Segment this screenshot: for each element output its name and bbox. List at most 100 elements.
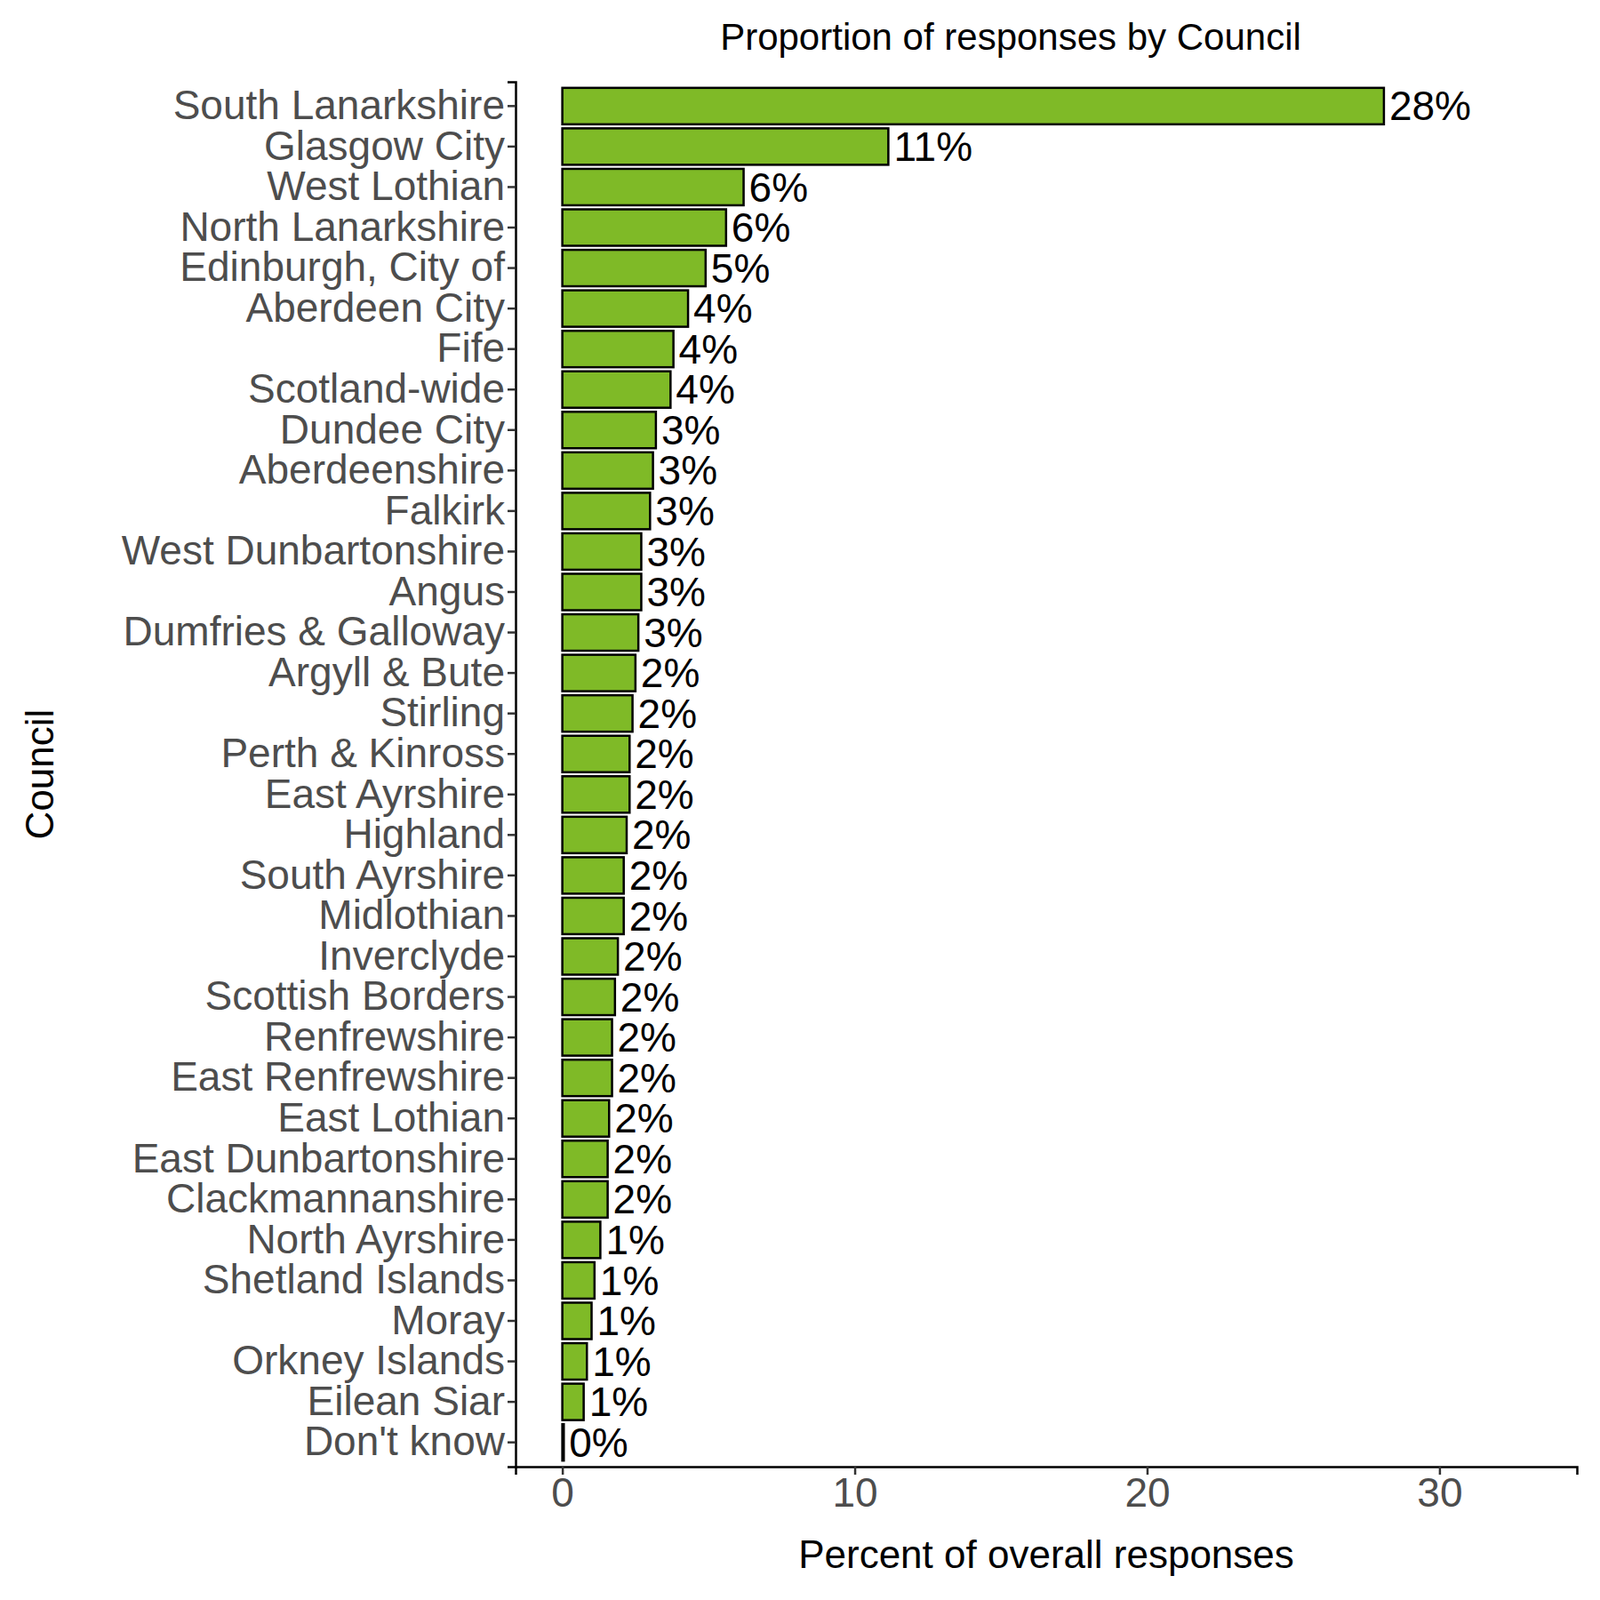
bar <box>562 938 618 976</box>
y-tick-label: North Ayrshire <box>246 1216 505 1263</box>
y-tick: Shetland Islands <box>202 1256 516 1303</box>
data-labels: 28%11%6%6%5%4%4%4%3%3%3%3%3%3%2%2%2%2%2%… <box>568 82 1472 1465</box>
y-tick-label: West Lothian <box>266 162 505 209</box>
bar <box>562 1100 610 1137</box>
y-tick: Fife <box>436 324 516 371</box>
data-label: 2% <box>629 893 688 940</box>
y-tick-label: Fife <box>436 324 505 371</box>
data-label: 2% <box>629 852 688 899</box>
x-tick: 0 <box>551 1466 575 1516</box>
y-tick-mark <box>507 631 516 634</box>
data-label: 3% <box>643 609 703 656</box>
y-tick: Renfrewshire <box>264 1013 516 1060</box>
y-tick: Stirling <box>379 688 516 736</box>
bar <box>562 128 889 165</box>
x-axis-title: Percent of overall responses <box>798 1532 1295 1576</box>
y-tick: Dumfries & Galloway <box>123 608 516 655</box>
y-tick: Dundee City <box>280 405 516 452</box>
y-axis-line <box>507 82 517 1468</box>
y-tick: Edinburgh, City of <box>179 243 516 290</box>
data-label: 2% <box>634 771 694 818</box>
x-tick-label: 10 <box>832 1469 878 1516</box>
bar <box>562 492 651 529</box>
bar <box>562 411 656 448</box>
bar <box>562 695 633 732</box>
x-axis: 0 10 20 30 <box>516 1466 1578 1516</box>
y-tick-mark <box>507 1198 516 1201</box>
y-tick: Eilean Siar <box>307 1377 516 1424</box>
y-tick-mark <box>507 1076 516 1080</box>
y-tick-mark <box>507 712 516 715</box>
bar <box>562 1019 613 1056</box>
data-label: 2% <box>613 1176 672 1223</box>
bar <box>562 897 624 935</box>
x-tick: 30 <box>1416 1466 1463 1516</box>
y-tick-label: Clackmannanshire <box>166 1175 505 1222</box>
y-tick-mark <box>507 672 516 675</box>
y-tick: North Ayrshire <box>246 1216 516 1263</box>
y-tick-mark <box>507 1036 516 1040</box>
y-tick-mark <box>507 995 516 999</box>
y-tick-label: Scotland-wide <box>248 365 505 412</box>
y-tick-mark <box>507 185 516 189</box>
y-tick-mark <box>507 429 516 432</box>
y-tick: Inverclyde <box>318 932 516 979</box>
y-tick-label: East Dunbartonshire <box>132 1134 505 1181</box>
data-label: 1% <box>589 1378 648 1425</box>
x-tick-label: 30 <box>1416 1469 1463 1516</box>
data-label: 2% <box>634 730 694 777</box>
bar <box>562 736 631 773</box>
bar <box>562 1262 595 1299</box>
y-tick-label: Stirling <box>379 688 505 736</box>
x-tick-label: 0 <box>551 1469 575 1516</box>
y-tick-label: East Ayrshire <box>264 769 505 816</box>
y-tick-mark <box>507 1239 516 1242</box>
data-label: 2% <box>613 1136 672 1183</box>
y-tick-label: Renfrewshire <box>264 1013 505 1060</box>
y-tick-label: Shetland Islands <box>202 1256 505 1303</box>
y-tick-label: Dundee City <box>280 405 505 452</box>
data-label: 3% <box>646 528 705 576</box>
y-tick-mark <box>507 145 516 149</box>
data-label: 4% <box>693 285 752 332</box>
y-tick-label: South Lanarkshire <box>173 81 505 128</box>
y-axis-title: Council <box>17 709 62 840</box>
bar <box>562 1384 584 1421</box>
bar <box>562 371 672 408</box>
data-label: 3% <box>655 488 714 535</box>
y-tick-mark <box>507 1360 516 1363</box>
data-label: 3% <box>646 568 705 616</box>
bar <box>562 1343 588 1380</box>
bar <box>562 816 627 854</box>
x-tick: 20 <box>1124 1466 1170 1516</box>
y-tick: North Lanarkshire <box>179 203 516 250</box>
y-tick: Argyll & Bute <box>268 648 516 696</box>
bar <box>562 168 744 206</box>
y-tick-label: Argyll & Bute <box>268 648 505 696</box>
y-axis: South LanarkshireGlasgow CityWest Lothia… <box>121 81 517 1467</box>
y-tick: Don't know <box>304 1417 516 1464</box>
y-tick-label: Eilean Siar <box>307 1377 505 1424</box>
y-tick: South Ayrshire <box>240 851 516 898</box>
bar <box>562 1181 608 1218</box>
data-label: 3% <box>661 407 720 454</box>
y-tick: Scottish Borders <box>205 972 516 1019</box>
y-tick: Orkney Islands <box>232 1336 516 1384</box>
y-tick: East Ayrshire <box>264 769 516 816</box>
y-tick-mark <box>507 1158 516 1161</box>
bar <box>562 1221 601 1258</box>
bar <box>562 574 642 611</box>
data-label: 4% <box>679 326 738 373</box>
data-label: 1% <box>605 1216 664 1264</box>
y-tick-label: West Dunbartonshire <box>121 527 505 574</box>
y-tick-mark <box>507 591 516 594</box>
y-tick-mark <box>507 388 516 392</box>
y-tick-mark <box>507 226 516 230</box>
bar <box>562 1059 613 1096</box>
data-label: 1% <box>597 1297 656 1344</box>
y-tick: South Lanarkshire <box>173 81 516 128</box>
y-tick-mark <box>507 1117 516 1120</box>
bars <box>562 88 1384 1461</box>
y-tick-label: Inverclyde <box>318 932 505 979</box>
data-label: 2% <box>617 1014 677 1061</box>
